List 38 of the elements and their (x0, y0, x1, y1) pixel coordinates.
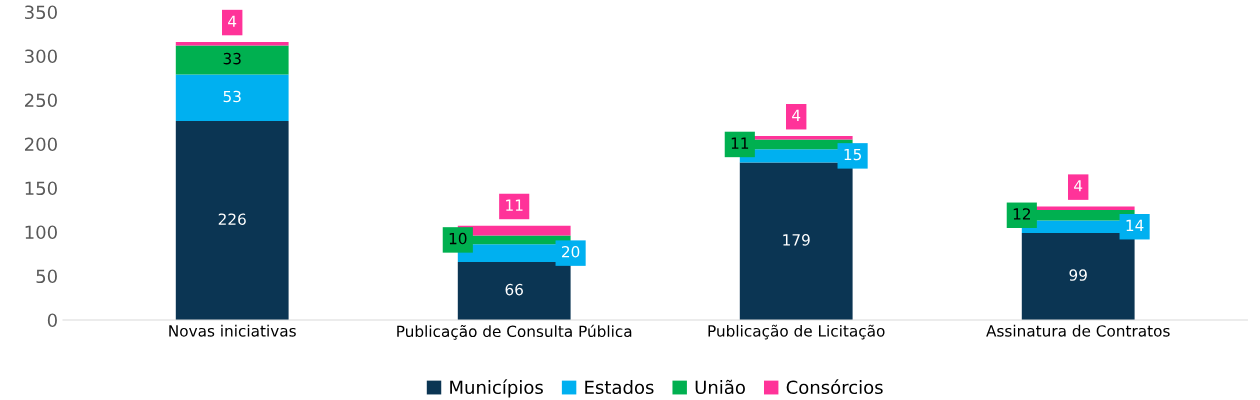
legend-label: Estados (585, 380, 654, 395)
y-tick-label: 300 (25, 49, 57, 64)
bar (1021, 232, 1135, 320)
data-label: 66 (505, 283, 523, 296)
data-label: 20 (562, 246, 580, 258)
data-label: 11 (731, 137, 749, 149)
data-label: 12 (1013, 208, 1030, 220)
data-label: 10 (449, 232, 467, 245)
data-label: 4 (792, 109, 801, 121)
data-label: 15 (844, 148, 861, 161)
y-tick-label: 350 (25, 5, 57, 20)
data-label: 53 (223, 90, 241, 103)
x-tick-label: Publicação de Consulta Pública (397, 324, 632, 340)
bar (175, 74, 289, 122)
data-label: 33 (223, 52, 241, 65)
x-tick-label: Novas iniciativas (169, 324, 296, 337)
data-label: 99 (1069, 269, 1087, 281)
bar (175, 45, 289, 75)
legend-label: União (695, 379, 745, 395)
x-tick-label: Assinatura de Contratos (986, 324, 1170, 337)
y-tick-label: 0 (47, 313, 57, 328)
y-tick-label: 150 (25, 181, 57, 196)
x-tick-label: Publicação de Licitação (708, 324, 885, 340)
y-tick-label: 100 (25, 225, 57, 240)
y-tick-label: 50 (36, 269, 57, 284)
data-label: 11 (506, 199, 523, 211)
y-tick-label: 200 (25, 137, 57, 152)
data-label: 4 (1074, 180, 1083, 192)
y-tick-label: 250 (25, 93, 57, 108)
bar (739, 162, 853, 320)
bar (457, 261, 571, 320)
legend-label: Consórcios (786, 379, 883, 395)
data-label: 226 (218, 213, 246, 225)
data-label: 4 (228, 15, 237, 27)
bar (175, 121, 289, 320)
legend-label: Municípios (450, 379, 543, 398)
data-label: 179 (783, 234, 810, 246)
data-label: 14 (1126, 219, 1144, 231)
